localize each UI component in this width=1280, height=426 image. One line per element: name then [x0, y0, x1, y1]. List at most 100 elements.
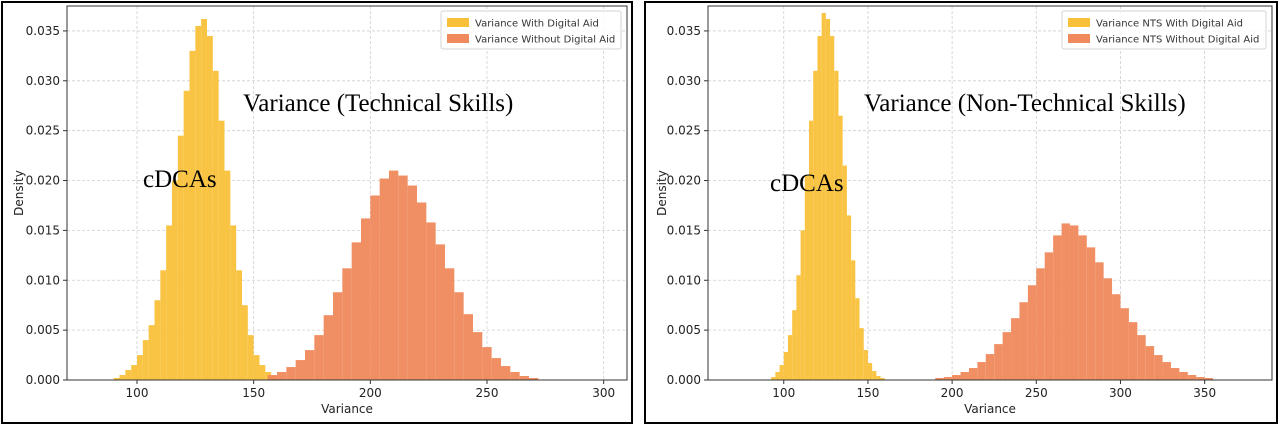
histogram-bar — [189, 50, 196, 380]
histogram-bar — [142, 340, 149, 380]
y-tick-label: 0.025 — [26, 124, 60, 138]
y-tick-label: 0.030 — [26, 74, 60, 88]
histogram-bar — [212, 70, 219, 381]
histogram-bar — [259, 365, 266, 380]
y-tick-label: 0.025 — [667, 124, 701, 138]
histogram-bar — [1170, 368, 1180, 380]
legend-entry: Variance With Digital Aid — [475, 19, 599, 30]
histogram-bar — [821, 12, 826, 381]
histogram-bar — [131, 365, 137, 380]
histogram-bar — [960, 372, 969, 380]
histogram-bar — [787, 335, 793, 380]
histogram-technical-skills: 0.000 0.005 0.010 0.015 0.020 0.025 0.030 0.035… — [12, 5, 628, 416]
histogram-bar — [872, 371, 877, 380]
histogram-bar — [379, 178, 389, 380]
histogram-bar — [183, 90, 190, 381]
histogram-bar — [370, 195, 380, 380]
histogram-bar — [154, 300, 161, 380]
legend-entry: Variance Without Digital Aid — [475, 35, 615, 46]
y-tick-label: 0.020 — [667, 174, 701, 188]
legend-entry: Variance NTS With Digital Aid — [1096, 19, 1243, 30]
histogram-bar — [267, 375, 277, 380]
histogram-bar — [314, 335, 324, 380]
histogram-bar — [417, 202, 427, 380]
y-tick-label: 0.005 — [26, 323, 60, 337]
x-tick-label: 300 — [592, 386, 615, 400]
histogram-bar — [1112, 294, 1121, 380]
legend-box — [1061, 10, 1267, 50]
histogram-bar — [876, 376, 881, 380]
histogram-bar — [119, 375, 126, 380]
histogram-bar — [177, 135, 184, 380]
histogram-bar — [994, 344, 1003, 380]
histogram-bar — [519, 376, 529, 380]
histogram-bar — [1145, 346, 1155, 380]
histogram-bar — [1120, 308, 1129, 380]
axes-frame — [66, 5, 628, 381]
histogram-bar — [977, 362, 986, 380]
histogram-bar — [830, 35, 835, 381]
y-tick-label: 0.030 — [667, 74, 701, 88]
histogram-bar — [407, 185, 417, 380]
x-tick-label: 200 — [941, 386, 964, 400]
histogram-bar — [943, 377, 953, 380]
series-0 — [113, 18, 277, 381]
histogram-bar — [855, 298, 860, 380]
histogram-bar — [207, 35, 213, 381]
histogram-bar — [195, 25, 202, 381]
histogram-bar — [863, 350, 868, 380]
histogram-bar — [968, 368, 978, 380]
x-axis-label: Variance — [321, 402, 373, 416]
histogram-bar — [834, 70, 839, 381]
histogram-bar — [445, 268, 455, 380]
histogram-bar — [1204, 378, 1214, 380]
histogram-bar — [342, 268, 352, 380]
axes-frame — [707, 5, 1273, 381]
histogram-bar — [1011, 318, 1020, 380]
annotation-label: cDCAs — [770, 170, 844, 197]
histogram-bar — [809, 120, 814, 381]
histogram-bar — [482, 347, 492, 380]
y-tick-label: 0.000 — [667, 373, 701, 387]
histogram-bar — [867, 363, 873, 380]
legend-swatch — [447, 34, 469, 43]
histogram-bar — [398, 175, 408, 380]
histogram-bar — [224, 170, 231, 380]
histogram-bar — [1044, 252, 1054, 380]
series-0 — [771, 12, 885, 381]
histogram-bar — [783, 352, 788, 380]
chart-panel-non-technical: 0.000 0.005 0.010 0.015 0.020 0.025 0.030 0.035… — [644, 1, 1278, 424]
y-tick-label: 0.005 — [667, 323, 701, 337]
legend-swatch — [1068, 18, 1090, 27]
histogram-bar — [510, 372, 520, 380]
histogram-bar — [253, 355, 260, 380]
histogram-bar — [935, 378, 944, 380]
x-tick-label: 100 — [772, 386, 795, 400]
histogram-non-technical-skills: 0.000 0.005 0.010 0.015 0.020 0.025 0.030 0.035… — [655, 5, 1273, 416]
histogram-bar — [1162, 362, 1171, 380]
x-tick-label: 100 — [126, 386, 149, 400]
legend-swatch — [1068, 34, 1090, 43]
x-axis-label: Variance — [964, 402, 1016, 416]
annotation-label: cDCAs — [143, 166, 217, 193]
histogram-bar — [435, 244, 445, 380]
histogram-bar — [1019, 302, 1028, 380]
histogram-bar — [137, 355, 143, 380]
x-tick-label: 150 — [856, 386, 879, 400]
legend-box — [440, 10, 622, 50]
histogram-bar — [148, 325, 155, 380]
histogram-bar — [800, 230, 805, 380]
histogram-bar — [295, 360, 305, 380]
y-axis-label: Density — [12, 170, 26, 216]
histogram-bar — [201, 18, 207, 380]
histogram-bar — [1187, 375, 1197, 380]
series-1 — [267, 170, 539, 380]
histogram-bar — [463, 314, 473, 380]
histogram-bar — [771, 377, 776, 380]
histogram-bar — [796, 275, 801, 380]
legend: Variance With Digital Aid Variance Withou… — [440, 10, 622, 50]
histogram-bar — [1061, 223, 1070, 380]
histogram-bar — [859, 328, 864, 380]
histogram-bar — [218, 120, 225, 381]
histogram-bar — [491, 358, 501, 380]
